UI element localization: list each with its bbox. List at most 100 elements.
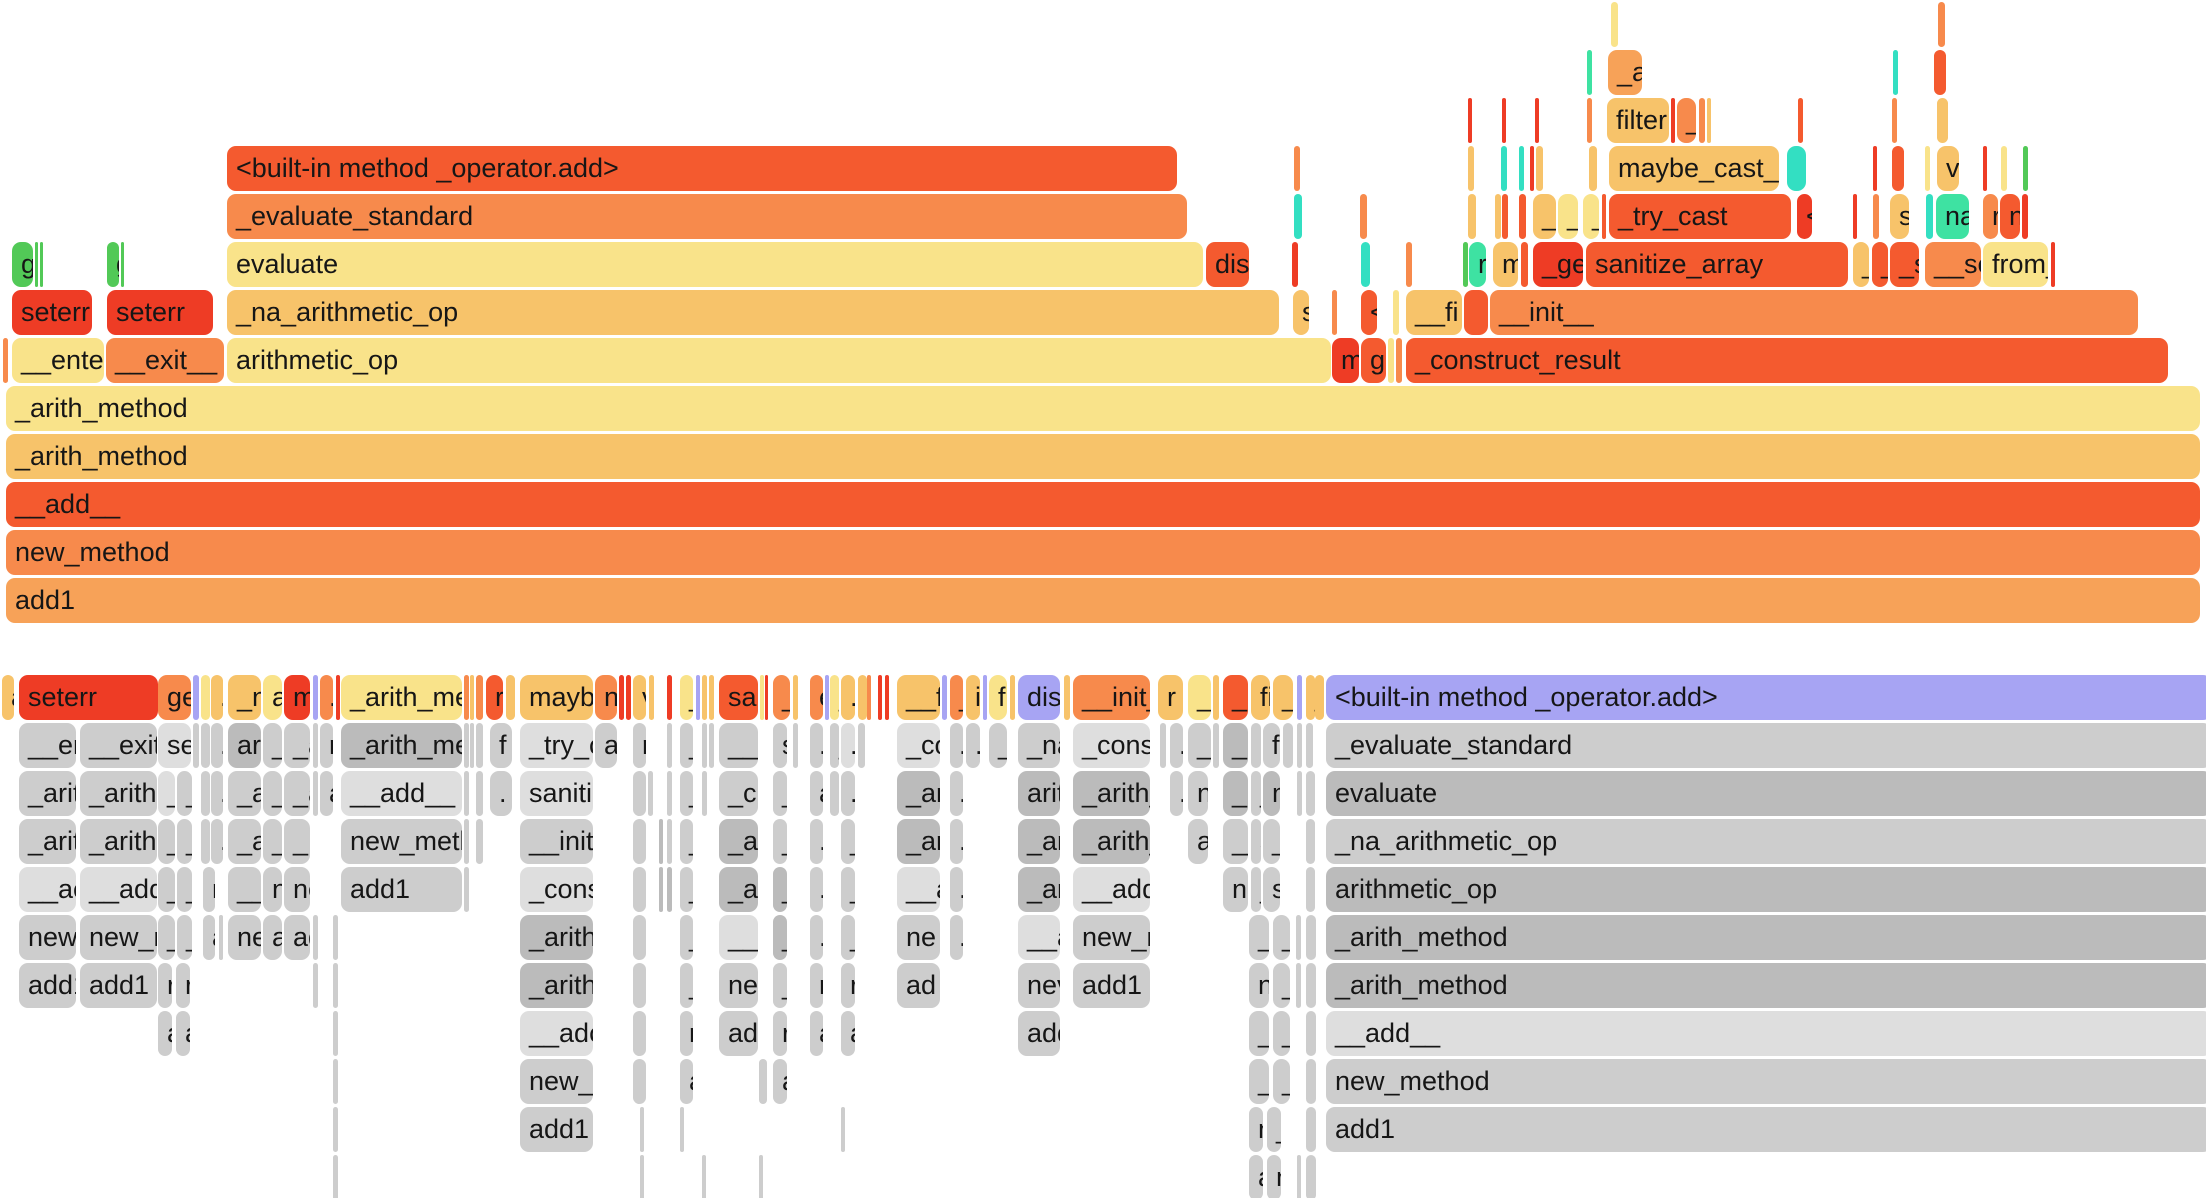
flame-frame[interactable] [702,771,707,816]
flame-frame[interactable]: __add__ [341,771,462,816]
flame-frame[interactable]: _na_arithmetic_op [1326,819,2206,864]
flame-frame[interactable]: . [1315,675,1324,720]
flame-frame[interactable] [1707,98,1711,143]
flame-frame[interactable]: ari [228,723,261,768]
flame-frame[interactable]: _a [719,819,758,864]
flame-frame[interactable] [885,675,889,720]
flame-frame[interactable]: r [320,723,333,768]
flame-frame[interactable]: _ [1188,675,1211,720]
flame-frame[interactable] [667,675,672,720]
flame-frame[interactable]: ad [719,1011,758,1056]
flame-frame[interactable] [1521,242,1528,287]
flame-frame[interactable]: _try_cast [1609,194,1791,239]
flame-frame[interactable]: nev [1018,963,1060,1008]
flame-frame[interactable] [1292,242,1298,287]
flame-frame[interactable]: f [989,675,1007,720]
flame-frame[interactable] [2022,194,2028,239]
flame-frame[interactable] [193,675,199,720]
flame-frame[interactable]: seterr [12,290,92,335]
flame-frame[interactable] [759,1155,763,1198]
flame-frame[interactable]: _ [1251,771,1261,816]
flame-frame[interactable] [35,242,38,287]
flame-frame[interactable]: sanitize_array [1586,242,1848,287]
flame-frame[interactable] [878,675,882,720]
flame-frame[interactable] [1926,194,1933,239]
flame-frame[interactable]: _try_c [520,723,593,768]
flame-frame[interactable]: _ [1273,1059,1290,1104]
flame-frame[interactable]: . [950,915,963,960]
flame-frame[interactable]: filter [1607,98,1669,143]
flame-frame[interactable]: _ [284,819,310,864]
flame-frame[interactable]: . [1170,771,1183,816]
flame-frame[interactable] [470,723,474,768]
flame-frame[interactable]: add1 [520,1107,593,1152]
flame-frame[interactable]: _arith_method [6,434,2200,479]
flame-frame[interactable]: disp [1206,242,1249,287]
flame-frame[interactable]: _ [680,819,693,864]
flame-frame[interactable] [464,675,469,720]
flame-frame[interactable]: _ [263,819,282,864]
flame-frame[interactable] [1602,194,1606,239]
flame-frame[interactable] [648,771,653,816]
flame-frame[interactable] [464,819,469,864]
flame-frame[interactable]: _ [1273,1011,1290,1056]
flame-frame[interactable]: _ [773,819,787,864]
flame-frame[interactable]: _a [228,819,261,864]
flame-frame[interactable]: _ [177,915,192,960]
flame-frame[interactable]: from_ [1983,242,2048,287]
flame-frame[interactable]: _ar [1018,819,1060,864]
flame-frame[interactable]: __adc [520,1011,593,1056]
flame-frame[interactable]: ne [897,915,940,960]
flame-frame[interactable] [633,1011,646,1056]
flame-frame[interactable]: _ [841,915,855,960]
flame-frame[interactable]: _ [158,819,175,864]
flame-frame[interactable]: r [158,963,172,1008]
flame-frame[interactable] [1294,194,1302,239]
flame-frame[interactable]: _arith_me [341,723,462,768]
flame-frame[interactable]: s [773,723,787,768]
flame-frame[interactable]: _ [177,771,192,816]
flame-frame[interactable] [476,723,483,768]
flame-frame[interactable]: e [810,675,823,720]
flame-frame[interactable]: _c [1223,675,1248,720]
flame-frame[interactable] [1502,98,1506,143]
flame-frame[interactable]: ne [719,963,758,1008]
flame-frame[interactable] [1297,1155,1301,1198]
flame-frame[interactable]: new_ [19,915,76,960]
flame-frame[interactable] [333,1155,338,1198]
flame-frame[interactable]: a [810,771,823,816]
flame-frame[interactable]: _a [719,867,758,912]
flame-frame[interactable] [313,675,318,720]
flame-frame[interactable]: a [1188,819,1208,864]
flame-frame[interactable] [1010,675,1015,720]
flame-frame[interactable]: se [158,723,191,768]
flame-frame[interactable]: _a [1223,771,1248,816]
flame-frame[interactable]: s [1306,819,1315,864]
flame-frame[interactable]: new_meth [341,819,462,864]
flame-frame[interactable]: a [158,1011,172,1056]
flame-frame[interactable]: _arith_me [341,675,462,720]
flame-frame[interactable]: _a [284,771,310,816]
flame-frame[interactable] [702,723,707,768]
flame-frame[interactable]: _ [158,771,175,816]
flame-frame[interactable] [1589,146,1597,191]
flame-frame[interactable] [696,675,700,720]
flame-frame[interactable] [709,675,714,720]
flame-frame[interactable]: _ [773,867,787,912]
flame-frame[interactable]: ad [595,723,617,768]
flame-frame[interactable] [1393,290,1399,335]
flame-frame[interactable] [633,819,646,864]
flame-frame[interactable]: . [966,723,980,768]
flame-frame[interactable]: . [810,723,823,768]
flame-frame[interactable]: _ [773,675,790,720]
flame-frame[interactable]: __ [719,915,758,960]
flame-frame[interactable] [333,1011,338,1056]
flame-frame[interactable]: a [1249,1155,1263,1198]
flame-frame[interactable]: . [201,771,210,816]
flame-frame[interactable]: __add__ [1326,1011,2206,1056]
flame-frame[interactable]: add1 [1073,963,1150,1008]
flame-frame[interactable]: r [1283,723,1293,768]
flame-frame[interactable]: __ [719,723,758,768]
flame-frame[interactable]: _ [950,675,963,720]
flame-frame[interactable]: a [773,1059,787,1104]
